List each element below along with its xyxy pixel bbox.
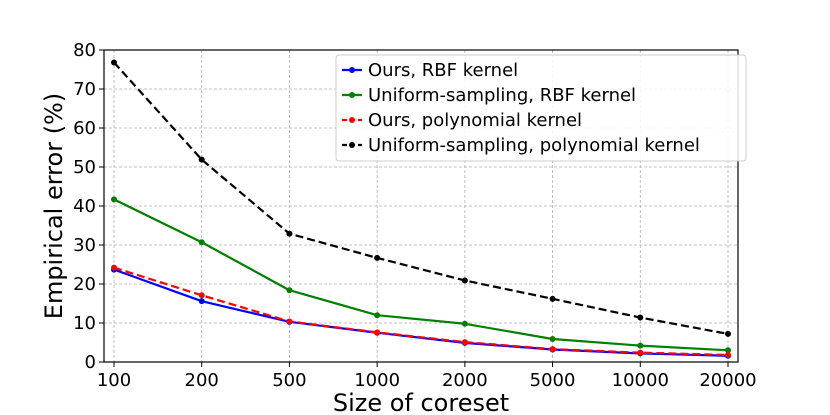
data-point (549, 335, 556, 342)
series-line (113, 268, 729, 357)
series-layer (111, 59, 731, 359)
data-point (461, 277, 468, 284)
data-point (111, 196, 117, 203)
legend-label: Ours, polynomial kernel (368, 110, 582, 131)
x-tick-label: 5000 (530, 370, 576, 391)
data-point (198, 239, 205, 246)
series-line (113, 266, 729, 357)
data-point (637, 314, 644, 321)
y-tick-label: 60 (73, 118, 96, 139)
series-line (113, 61, 729, 336)
x-axis-ticks: 100 200 500 1000 2000 5000 10000 20000 (97, 362, 757, 391)
legend-frame (335, 54, 747, 162)
series-2 (111, 196, 731, 354)
data-point (725, 347, 731, 354)
y-tick-label: 10 (73, 313, 96, 334)
data-point (637, 349, 644, 356)
data-point (286, 230, 293, 237)
x-tick-label: 20000 (699, 370, 756, 391)
y-tick-label: 80 (73, 40, 96, 61)
legend-item: Uniform-sampling, RBF kernel (342, 85, 636, 106)
y-tick-label: 30 (73, 235, 96, 256)
y-tick-label: 70 (73, 79, 96, 100)
data-point (286, 318, 293, 325)
x-axis-label: Size of coreset (333, 389, 509, 415)
y-tick-label: 40 (73, 196, 96, 217)
data-point (111, 59, 117, 66)
x-tick-label: 10000 (612, 370, 669, 391)
data-point (549, 295, 556, 302)
y-axis-label: Empirical error (%) (40, 93, 68, 319)
x-tick-label: 1000 (354, 370, 400, 391)
y-tick-label: 50 (73, 157, 96, 178)
data-point (198, 292, 205, 299)
series-3 (111, 264, 731, 358)
legend: Ours, RBF kernel Uniform-sampling, RBF ke… (335, 54, 747, 162)
legend-item: Ours, RBF kernel (342, 60, 518, 81)
legend-marker (349, 117, 355, 123)
legend-label: Ours, RBF kernel (368, 60, 518, 81)
data-point (374, 329, 381, 336)
y-axis-ticks: 0 10 20 30 40 50 60 70 80 (73, 40, 104, 373)
data-point (286, 287, 293, 294)
data-point (725, 330, 731, 337)
data-point (637, 342, 644, 349)
x-tick-label: 500 (272, 370, 306, 391)
data-point (374, 254, 381, 261)
legend-label: Uniform-sampling, polynomial kernel (368, 135, 700, 156)
data-point (111, 264, 117, 271)
data-point (461, 320, 468, 327)
x-tick-label: 200 (185, 370, 219, 391)
data-point (198, 298, 205, 305)
data-point (374, 312, 381, 319)
x-tick-label: 100 (97, 370, 131, 391)
data-point (198, 156, 205, 163)
data-point (461, 339, 468, 346)
legend-item: Ours, polynomial kernel (342, 110, 582, 131)
y-tick-label: 20 (73, 274, 96, 295)
series-line (113, 198, 729, 352)
legend-marker (349, 67, 355, 73)
data-point (725, 351, 731, 358)
legend-marker (349, 142, 355, 148)
x-tick-label: 2000 (442, 370, 488, 391)
legend-label: Uniform-sampling, RBF kernel (368, 85, 636, 106)
y-tick-label: 0 (85, 352, 96, 373)
data-point (549, 346, 556, 353)
legend-item: Uniform-sampling, polynomial kernel (342, 135, 700, 156)
legend-marker (349, 92, 355, 98)
series-4 (111, 59, 731, 337)
